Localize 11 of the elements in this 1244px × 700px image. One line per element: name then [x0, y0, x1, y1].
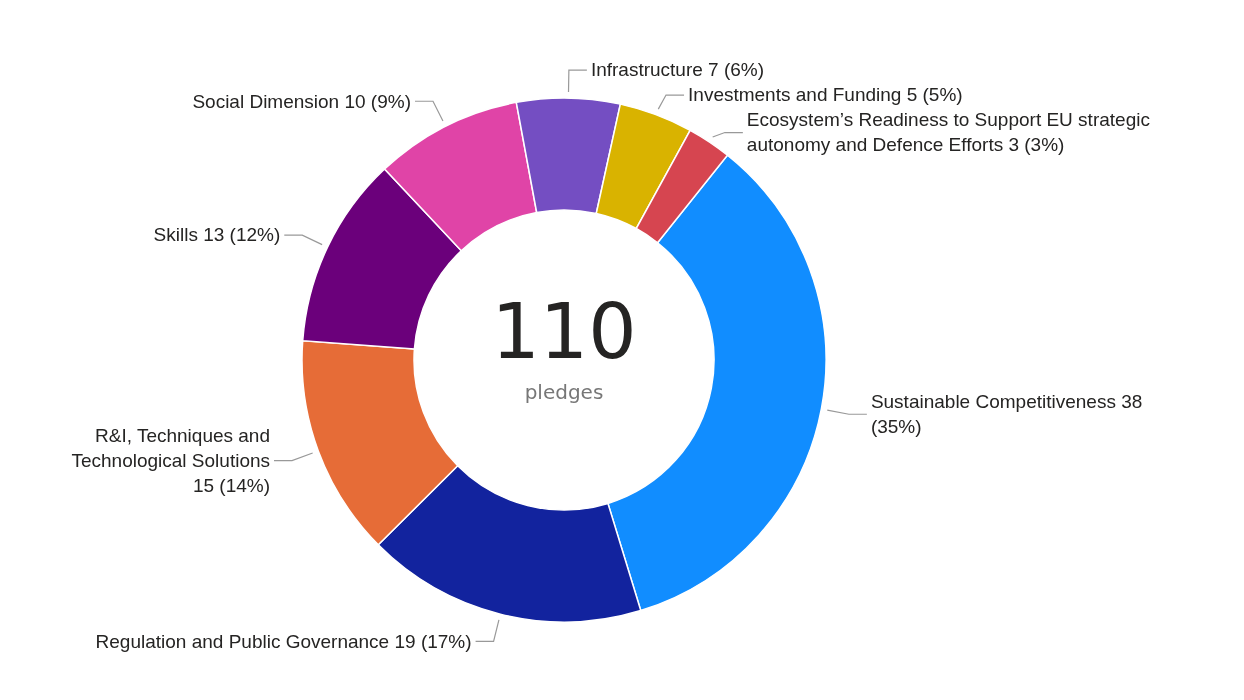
- text: pledges: [523, 380, 605, 404]
- slice-label: Skills 13 (12%): [153, 224, 281, 246]
- slice-label: Ecosystem’s Readiness to Support EU strategic autonomy and Defence Efforts 3 (3%): [746, 109, 1150, 156]
- text: 110: [490, 287, 638, 376]
- slice-label: Infrastructure 7 (6%): [590, 59, 765, 81]
- slice-label: Investments and Funding 5 (5%): [688, 84, 963, 106]
- slice-label: Sustainable Competitiveness 38 (35%): [870, 391, 1143, 437]
- data-label: 15 (14%): [192, 474, 271, 496]
- slice-label: Social Dimension 10 (9%): [192, 90, 411, 112]
- slice-label: Regulation and Public Governance 19 (17%): [95, 630, 472, 652]
- slice-label: R&I, Techniques and Technological Solutions: [71, 424, 271, 471]
